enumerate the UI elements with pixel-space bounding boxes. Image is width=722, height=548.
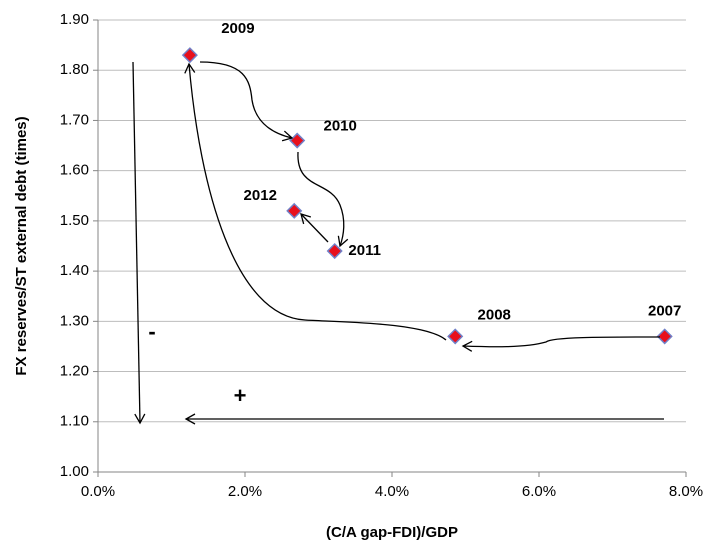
point <box>656 328 673 345</box>
y-tick-label: 1.60 <box>60 162 89 179</box>
y-axis-title: FX reserves/ST external debt (times) <box>13 116 30 375</box>
x-tick-label: 8.0% <box>669 483 703 500</box>
arrow <box>297 151 349 248</box>
point <box>447 328 464 345</box>
point <box>289 132 306 149</box>
arrow <box>300 213 329 243</box>
y-tick-label: 1.30 <box>60 312 89 329</box>
x-tick-label: 4.0% <box>375 483 409 500</box>
y-tick-label: 1.10 <box>60 413 89 430</box>
point-label: 2008 <box>478 306 511 323</box>
point-label: 2012 <box>244 187 277 204</box>
point <box>286 202 303 219</box>
annotation: + <box>234 383 247 408</box>
x-axis-title: (C/A gap-FDI)/GDP <box>326 524 458 541</box>
arrows <box>132 61 664 425</box>
y-tick-label: 1.00 <box>60 463 89 480</box>
point-label: 2010 <box>323 118 356 135</box>
point-label: 2007 <box>648 302 681 319</box>
y-tick-label: 1.20 <box>60 363 89 380</box>
arrow <box>199 61 294 142</box>
y-tick-label: 1.50 <box>60 212 89 229</box>
annotation: - <box>148 319 155 344</box>
x-tick-label: 2.0% <box>228 483 262 500</box>
arrow <box>461 336 661 352</box>
arrow <box>184 62 447 341</box>
y-tick-label: 1.70 <box>60 111 89 128</box>
point-label: 2011 <box>348 242 381 259</box>
x-tick-label: 6.0% <box>522 483 556 500</box>
arrow <box>132 61 146 425</box>
point <box>181 47 198 64</box>
y-tick-label: 1.80 <box>60 61 89 78</box>
point-label: 2009 <box>221 20 254 37</box>
point <box>326 242 343 260</box>
y-tick-label: 1.90 <box>60 11 89 28</box>
x-tick-label: 0.0% <box>81 483 115 500</box>
y-tick-label: 1.40 <box>60 262 89 279</box>
